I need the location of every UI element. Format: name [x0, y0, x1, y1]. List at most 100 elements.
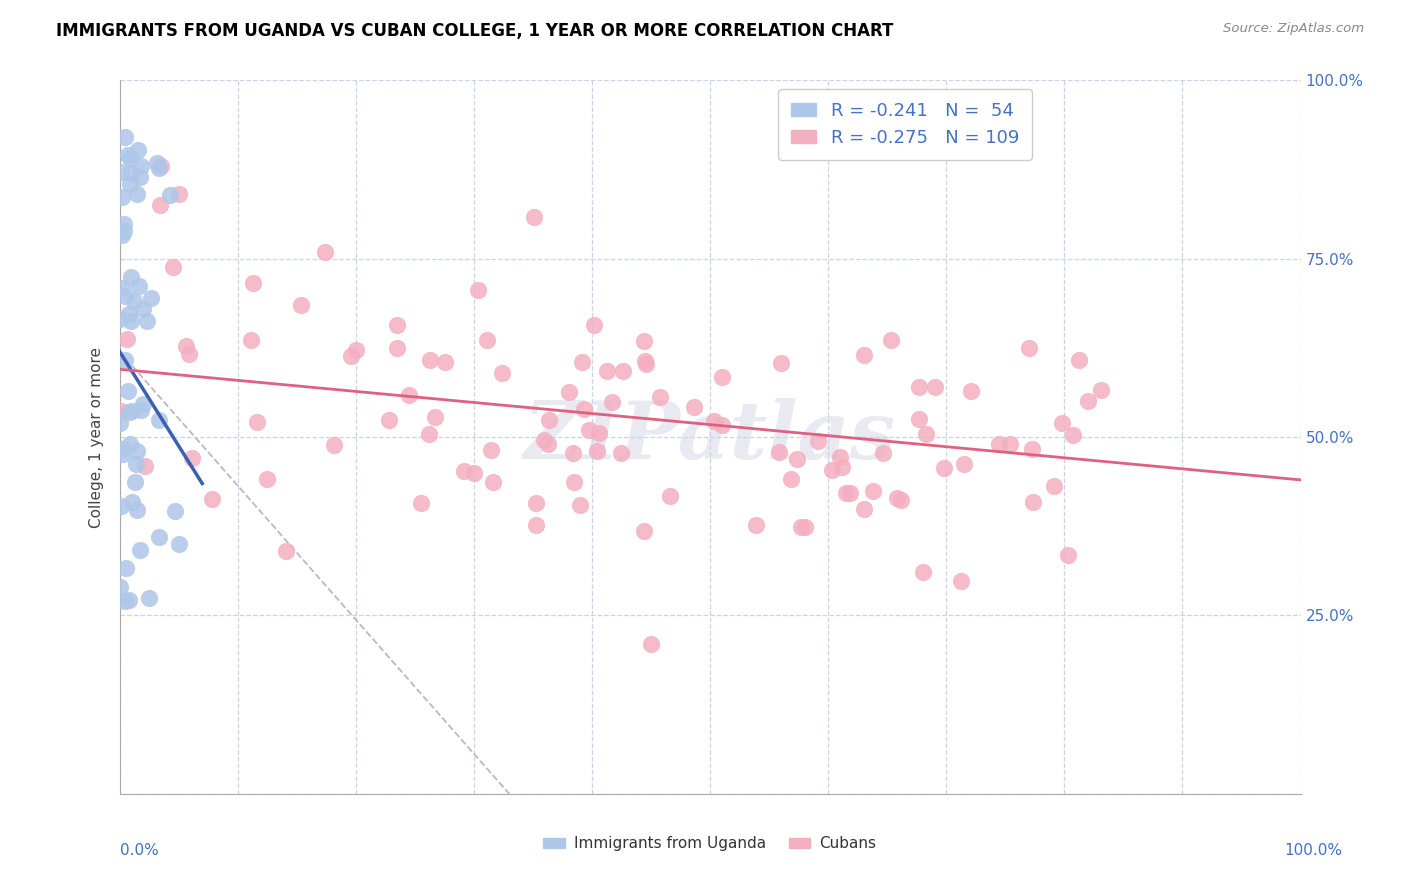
Point: [120, 269, 142, 284]
Point: [125, 457, 148, 471]
Point: [491, 366, 513, 380]
Point: [562, 475, 585, 489]
Point: [127, 502, 149, 516]
Point: [1021, 442, 1043, 457]
Point: [839, 486, 862, 500]
Point: [118, 178, 141, 192]
Point: [949, 574, 972, 588]
Point: [108, 580, 131, 594]
Text: Source: ZipAtlas.com: Source: ZipAtlas.com: [1223, 22, 1364, 36]
Point: [118, 404, 141, 418]
Point: [475, 333, 498, 347]
Point: [1057, 548, 1080, 562]
Point: [256, 472, 278, 486]
Point: [633, 524, 655, 538]
Point: [419, 352, 441, 367]
Point: [912, 565, 935, 579]
Point: [129, 403, 152, 417]
Point: [148, 530, 170, 544]
Point: [167, 187, 190, 202]
Text: ZIPatlas: ZIPatlas: [524, 399, 896, 475]
Point: [114, 353, 136, 368]
Point: [683, 400, 706, 414]
Point: [537, 413, 560, 427]
Point: [122, 293, 145, 308]
Point: [115, 561, 138, 575]
Legend: Immigrants from Uganda, Cubans: Immigrants from Uganda, Cubans: [537, 830, 883, 857]
Point: [128, 278, 150, 293]
Point: [853, 348, 876, 362]
Point: [600, 395, 623, 409]
Point: [111, 190, 134, 204]
Text: 100.0%: 100.0%: [1285, 843, 1343, 858]
Point: [890, 492, 912, 507]
Point: [571, 355, 593, 369]
Point: [418, 427, 440, 442]
Point: [148, 413, 170, 427]
Point: [132, 302, 155, 317]
Point: [1000, 437, 1022, 451]
Point: [112, 217, 135, 231]
Point: [127, 443, 149, 458]
Point: [242, 277, 264, 291]
Point: [118, 592, 141, 607]
Point: [110, 499, 132, 513]
Point: [111, 442, 134, 457]
Point: [648, 391, 671, 405]
Point: [121, 495, 143, 509]
Point: [872, 446, 894, 460]
Point: [115, 332, 138, 346]
Point: [117, 148, 139, 162]
Point: [852, 502, 875, 516]
Point: [167, 537, 190, 551]
Point: [908, 412, 931, 426]
Point: [1052, 416, 1074, 430]
Point: [274, 544, 297, 558]
Point: [536, 436, 558, 450]
Point: [129, 170, 152, 185]
Point: [574, 402, 596, 417]
Point: [110, 165, 132, 179]
Point: [633, 334, 655, 349]
Point: [586, 444, 609, 458]
Point: [790, 519, 813, 533]
Point: [821, 463, 844, 477]
Point: [149, 198, 172, 212]
Point: [953, 457, 976, 471]
Point: [246, 416, 269, 430]
Point: [711, 370, 734, 384]
Point: [138, 591, 160, 606]
Point: [121, 404, 143, 418]
Point: [114, 594, 136, 608]
Point: [314, 244, 336, 259]
Point: [862, 484, 884, 499]
Point: [596, 364, 619, 378]
Point: [533, 433, 555, 447]
Point: [835, 485, 858, 500]
Point: [423, 409, 446, 424]
Point: [828, 450, 851, 465]
Point: [322, 437, 344, 451]
Point: [523, 210, 546, 224]
Point: [118, 306, 141, 320]
Point: [482, 475, 505, 490]
Point: [569, 498, 592, 512]
Point: [112, 447, 135, 461]
Point: [378, 413, 401, 427]
Point: [149, 159, 172, 173]
Point: [582, 318, 605, 333]
Point: [960, 384, 983, 398]
Point: [344, 343, 367, 358]
Point: [162, 260, 184, 274]
Point: [180, 450, 202, 465]
Point: [467, 283, 489, 297]
Point: [1067, 352, 1090, 367]
Point: [780, 472, 803, 486]
Point: [634, 354, 657, 368]
Point: [174, 339, 197, 353]
Text: 0.0%: 0.0%: [120, 843, 159, 858]
Point: [339, 349, 361, 363]
Y-axis label: College, 1 year or more: College, 1 year or more: [89, 347, 104, 527]
Point: [129, 159, 152, 173]
Text: IMMIGRANTS FROM UGANDA VS CUBAN COLLEGE, 1 YEAR OR MORE CORRELATION CHART: IMMIGRANTS FROM UGANDA VS CUBAN COLLEGE,…: [56, 22, 894, 40]
